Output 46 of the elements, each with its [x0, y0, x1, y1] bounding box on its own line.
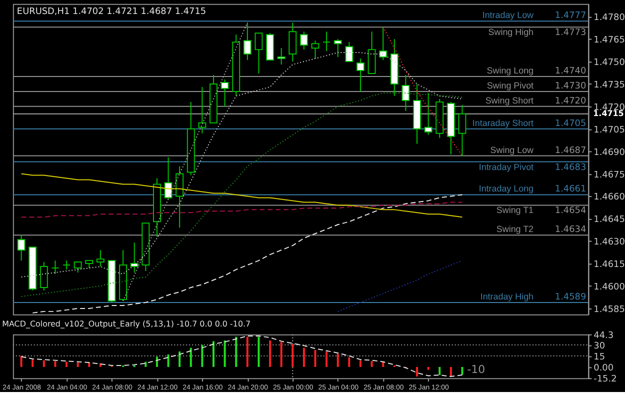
- y-tick-label: 15: [594, 352, 606, 362]
- y-tick-label: 1.4690: [594, 148, 625, 158]
- y-tick-label: 1.4780: [594, 13, 625, 24]
- ref-line-label: Swing Short: [485, 95, 534, 106]
- annotation: 1.4720: [554, 96, 586, 106]
- annotation: 1.4683: [554, 162, 586, 173]
- y-tick-label: 1.4585: [594, 304, 625, 315]
- y-tick-label: 1.4750: [594, 58, 625, 68]
- y-tick-label: -15.2: [594, 374, 617, 385]
- y-tick-label: 1.4660: [594, 192, 625, 203]
- text: 1.4715: [593, 108, 624, 118]
- y-tick-label: 1.4600: [594, 282, 625, 292]
- y-tick-label: 30: [594, 341, 606, 352]
- y-tick-label: 44.3: [594, 330, 614, 341]
- y-tick-label: 1.4645: [594, 215, 625, 226]
- y-tick-label: 1.4675: [594, 170, 625, 180]
- ref-line-label: Swing Long: [486, 66, 534, 76]
- y-tick-label: 1.4735: [594, 80, 625, 90]
- annotation: 1.4687: [554, 146, 586, 156]
- ref-line-label: Intraday Pivot: [478, 162, 534, 172]
- chart-title: MACD_Colored_v102_Output_Early (5,13,1) -10.7 0.0 0.0 -10.7: [2, 319, 251, 328]
- y-tick-label: 0.00: [594, 363, 614, 374]
- annotation: 1.4705: [554, 118, 586, 129]
- ref-line-label: Intraday Long: [478, 184, 534, 194]
- ref-line-label: Intraday High: [480, 291, 534, 302]
- annotation: 1.4740: [554, 66, 586, 77]
- annotation: 1.4654: [554, 206, 586, 216]
- ref-line-label: Swing T1: [496, 205, 534, 216]
- chart-title: EURUSD,H1 1.4702 1.4721 1.4687 1.4715: [16, 6, 206, 17]
- y-tick-label: 1.4705: [594, 125, 625, 136]
- ref-line-label: Intraday Low: [482, 10, 534, 20]
- y-tick-label: 1.4615: [594, 260, 625, 270]
- annotation: -10: [467, 363, 486, 376]
- ref-line-label: Intaraday Short: [472, 118, 534, 128]
- annotation: 1.4730: [554, 81, 586, 92]
- annotation: 1.4773: [554, 28, 586, 38]
- annotation: 1.4634: [554, 225, 586, 236]
- ref-line-label: Swing Low: [490, 144, 534, 155]
- annotation: 1.4661: [554, 184, 586, 195]
- annotation: 1.4777: [554, 11, 586, 22]
- y-tick-label: 1.4630: [594, 238, 625, 248]
- y-tick-label: 1.4765: [594, 36, 625, 46]
- ref-line-label: Swing T2: [496, 224, 534, 234]
- ref-line-label: Swing Pivot: [486, 80, 534, 90]
- ref-line-label: Swing High: [488, 27, 534, 38]
- annotation: 1.4589: [554, 292, 586, 302]
